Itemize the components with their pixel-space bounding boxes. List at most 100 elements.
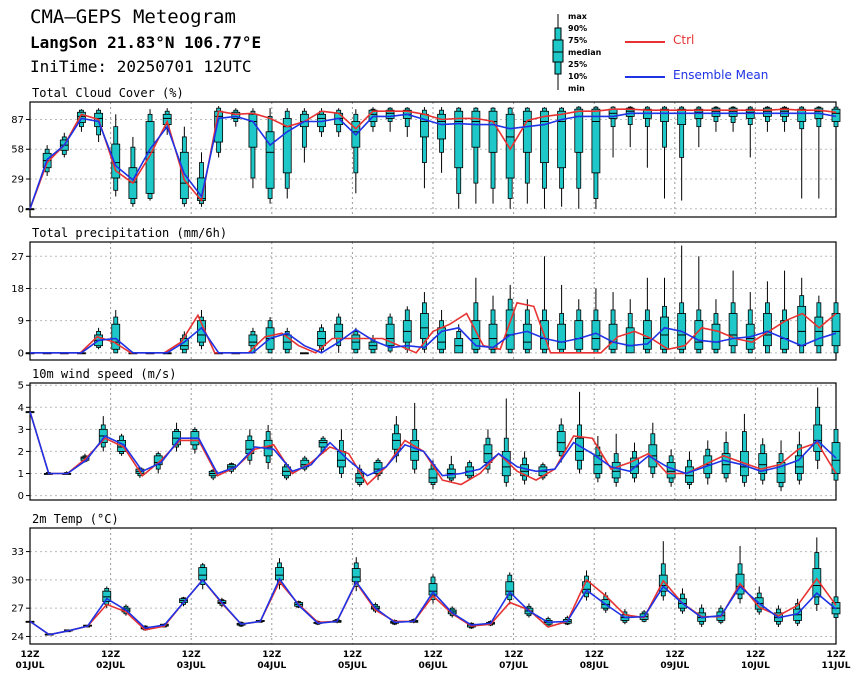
box-upper-tail: [473, 107, 479, 112]
x-tick-hour-label: 12Z: [423, 650, 443, 660]
ensemble-mean-line: [30, 326, 837, 354]
legend-max-label: max: [568, 12, 587, 21]
y-tick-label: 3: [18, 425, 24, 436]
box-upper-tail: [613, 453, 619, 463]
box-lower-tail: [61, 149, 67, 155]
box-upper-tail: [181, 136, 187, 153]
box-upper-tail: [679, 302, 685, 314]
box-lower-tail: [778, 481, 784, 488]
box-body: [522, 323, 532, 350]
box-lower-tail: [100, 442, 106, 448]
box-body: [556, 431, 566, 452]
box-upper-tail: [816, 302, 822, 318]
box-body: [763, 107, 772, 117]
box-body: [488, 323, 498, 350]
box-lower-tail: [814, 596, 820, 605]
box-body: [522, 110, 532, 153]
box-lower-tail: [576, 151, 582, 189]
box-lower-tail: [577, 459, 582, 470]
box-lower-tail: [756, 608, 762, 613]
box-lower-tail: [782, 348, 787, 354]
box-lower-tail: [723, 473, 729, 479]
box-upper-tail: [412, 428, 418, 441]
box-body: [162, 113, 172, 125]
box-upper-tail: [113, 126, 119, 145]
box-upper-tail: [456, 107, 462, 112]
box-lower-tail: [524, 151, 530, 184]
box-upper-tail: [799, 295, 805, 307]
box-body: [299, 113, 309, 128]
box-lower-tail: [742, 475, 747, 483]
box-upper-tail: [353, 330, 359, 336]
box-body: [660, 316, 669, 350]
box-upper-tail: [723, 442, 729, 455]
x-tick-date-label: 02JUL: [96, 661, 125, 671]
box-body: [630, 457, 639, 474]
legend-ctrl-line: [625, 41, 665, 43]
box-upper-tail: [696, 309, 702, 322]
box-upper-tail: [713, 313, 719, 325]
box-lower-tail: [679, 124, 685, 158]
panel-frame: [29, 101, 837, 218]
box-lower-tail: [192, 444, 198, 450]
box-upper-tail: [632, 451, 637, 459]
x-tick-date-label: 09JUL: [660, 661, 689, 671]
ctrl-series-line: [29, 108, 837, 210]
box-body: [265, 131, 275, 189]
box-upper-tail: [660, 563, 666, 576]
x-tick-date-label: 04JUL: [257, 661, 286, 671]
panel-title: Total Cloud Cover (%): [32, 86, 184, 100]
box-body: [198, 567, 208, 581]
y-tick-label: 0: [18, 491, 24, 502]
box-body: [758, 453, 768, 474]
box-body: [385, 323, 395, 347]
box-upper-tail: [250, 330, 256, 336]
ensemble-mean-line: [29, 112, 837, 210]
box-body: [437, 113, 446, 140]
box-lower-tail: [339, 466, 344, 474]
box-lower-tail: [284, 348, 290, 354]
box-upper-tail: [833, 302, 839, 314]
box-body: [797, 108, 807, 122]
y-tick-label: 87: [11, 115, 24, 126]
box-legend-glyph: [552, 14, 564, 90]
box-lower-tail: [113, 177, 119, 191]
box-upper-tail: [301, 110, 307, 115]
box-lower-tail: [713, 115, 719, 122]
box-body: [179, 151, 189, 199]
box-lower-tail: [632, 473, 637, 479]
box-lower-tail: [181, 348, 187, 354]
box-body: [685, 466, 694, 483]
box-lower-tail: [662, 121, 667, 148]
box-lower-tail: [147, 192, 153, 199]
box-upper-tail: [490, 107, 496, 112]
box-lower-tail: [644, 118, 650, 128]
box-body: [611, 462, 621, 479]
box-upper-tail: [353, 113, 359, 122]
box-lower-tail: [796, 473, 802, 481]
box-body: [540, 110, 549, 163]
box-lower-tail: [660, 590, 666, 597]
box-lower-tail: [439, 138, 444, 153]
box-upper-tail: [833, 596, 839, 603]
box-upper-tail: [387, 316, 393, 325]
box-upper-tail: [576, 309, 582, 322]
box-upper-tail: [113, 316, 119, 325]
panel-frame: [29, 527, 837, 645]
box-upper-tail: [448, 464, 454, 470]
box-body: [111, 323, 121, 350]
box-upper-tail: [130, 146, 136, 169]
box-lower-tail: [730, 345, 736, 354]
y-tick-label: 27: [11, 252, 24, 263]
box-upper-tail: [627, 313, 633, 329]
box-upper-tail: [147, 113, 153, 122]
box-lower-tail: [353, 348, 359, 354]
box-upper-tail: [422, 302, 427, 314]
y-tick-label: 4: [18, 403, 24, 414]
box-lower-tail: [747, 348, 753, 354]
box-body: [454, 110, 464, 169]
y-tick-label: 24: [11, 632, 24, 643]
y-tick-label: 29: [11, 175, 24, 186]
x-tick-hour-label: 12Z: [101, 650, 121, 660]
box-upper-tail: [833, 428, 839, 444]
